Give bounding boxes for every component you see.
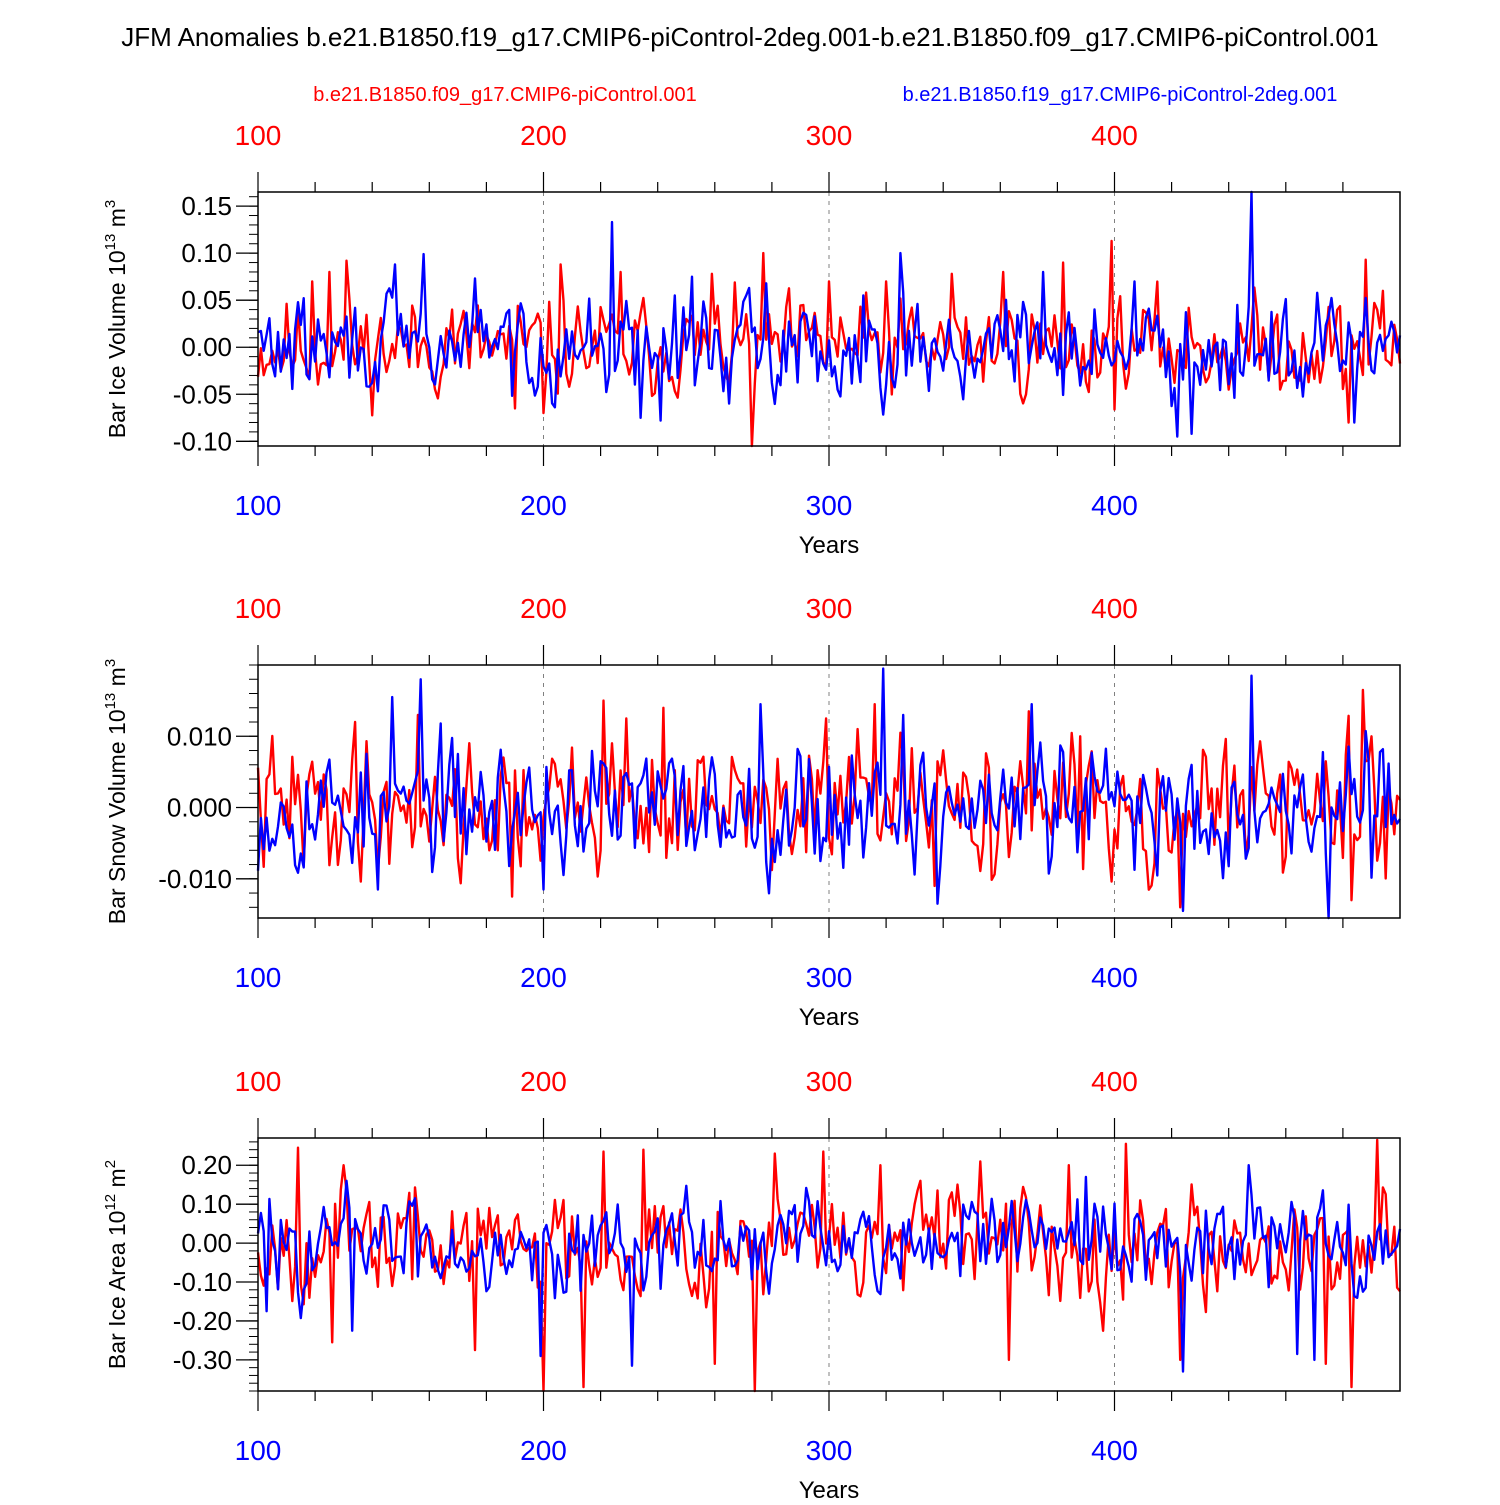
x-tick-label-bottom: 200 [520, 1435, 567, 1466]
x-tick-label-bottom: 400 [1091, 1435, 1138, 1466]
y-tick-label: -0.30 [173, 1345, 232, 1375]
y-tick-label: -0.20 [173, 1306, 232, 1336]
x-tick-label-bottom: 200 [520, 962, 567, 993]
x-tick-label-bottom: 300 [806, 962, 853, 993]
y-tick-label: 0.010 [167, 721, 232, 751]
blue-series-line [257, 190, 1402, 438]
y-tick-label: 0.10 [181, 1189, 232, 1219]
y-tick-label: 0.00 [181, 332, 232, 362]
x-tick-label-bottom: 100 [235, 962, 282, 993]
panel-snow-volume: 0.010 0.000 -0.010 100 200 300 400 100 200 300 400… [102, 593, 1402, 1031]
x-tick-label-top: 300 [806, 593, 853, 624]
x-axis-title: Years [799, 1004, 860, 1031]
x-tick-label-bottom: 100 [235, 490, 282, 521]
figure-title: JFM Anomalies b.e21.B1850.f19_g17.CMIP6-… [121, 22, 1378, 52]
x-tick-label-top: 300 [806, 1066, 853, 1097]
x-tick-label-bottom: 100 [235, 1435, 282, 1466]
x-tick-label-bottom: 200 [520, 490, 567, 521]
y-tick-label: -0.05 [173, 379, 232, 409]
y-tick-label: 0.00 [181, 1228, 232, 1258]
y-axis-title: Bar Ice Volume 1013 m3 [102, 200, 130, 439]
y-tick-label: 0.000 [167, 793, 232, 823]
y-tick-label: -0.10 [173, 426, 232, 456]
x-axis-title: Years [799, 1477, 860, 1500]
legend-blue-label: b.e21.B1850.f19_g17.CMIP6-piControl-2deg… [903, 84, 1338, 106]
x-tick-label-bottom: 400 [1091, 962, 1138, 993]
panel-ice-volume: 0.15 0.10 0.05 0.00 -0.05 -0.10 100 200 300 400 10… [102, 120, 1402, 559]
y-tick-label: 0.20 [181, 1150, 232, 1180]
panels-group: 0.15 0.10 0.05 0.00 -0.05 -0.10 100 200 300 400 10… [102, 120, 1402, 1504]
y-tick-label: 0.15 [181, 191, 232, 221]
x-tick-label-bottom: 300 [806, 490, 853, 521]
y-tick-label: 0.05 [181, 285, 232, 315]
x-tick-label-top: 200 [520, 1066, 567, 1097]
x-tick-label-top: 400 [1091, 593, 1138, 624]
x-tick-label-top: 100 [235, 120, 282, 151]
y-tick-label: -0.10 [173, 1267, 232, 1297]
panel-ice-area: 0.20 0.10 0.00 -0.10 -0.20 -0.30 100 200 300 400 1… [102, 1066, 1402, 1504]
x-tick-label-bottom: 400 [1091, 490, 1138, 521]
legend-red-label: b.e21.B1850.f09_g17.CMIP6-piControl.001 [313, 84, 697, 106]
x-tick-label-top: 300 [806, 120, 853, 151]
x-tick-label-top: 400 [1091, 120, 1138, 151]
x-tick-label-top: 200 [520, 593, 567, 624]
x-axis-title: Years [799, 532, 860, 559]
x-tick-label-top: 100 [235, 1066, 282, 1097]
y-axis-title: Bar Ice Area 1012 m2 [102, 1160, 130, 1369]
x-tick-label-bottom: 300 [806, 1435, 853, 1466]
x-tick-label-top: 100 [235, 593, 282, 624]
blue-series-line [256, 1163, 1402, 1373]
x-tick-label-top: 400 [1091, 1066, 1138, 1097]
y-tick-label: -0.010 [158, 864, 232, 894]
y-tick-label: 0.10 [181, 238, 232, 268]
y-axis-title: Bar Snow Volume 1013 m3 [102, 659, 130, 924]
x-tick-label-top: 200 [520, 120, 567, 151]
blue-series-line [256, 667, 1402, 920]
